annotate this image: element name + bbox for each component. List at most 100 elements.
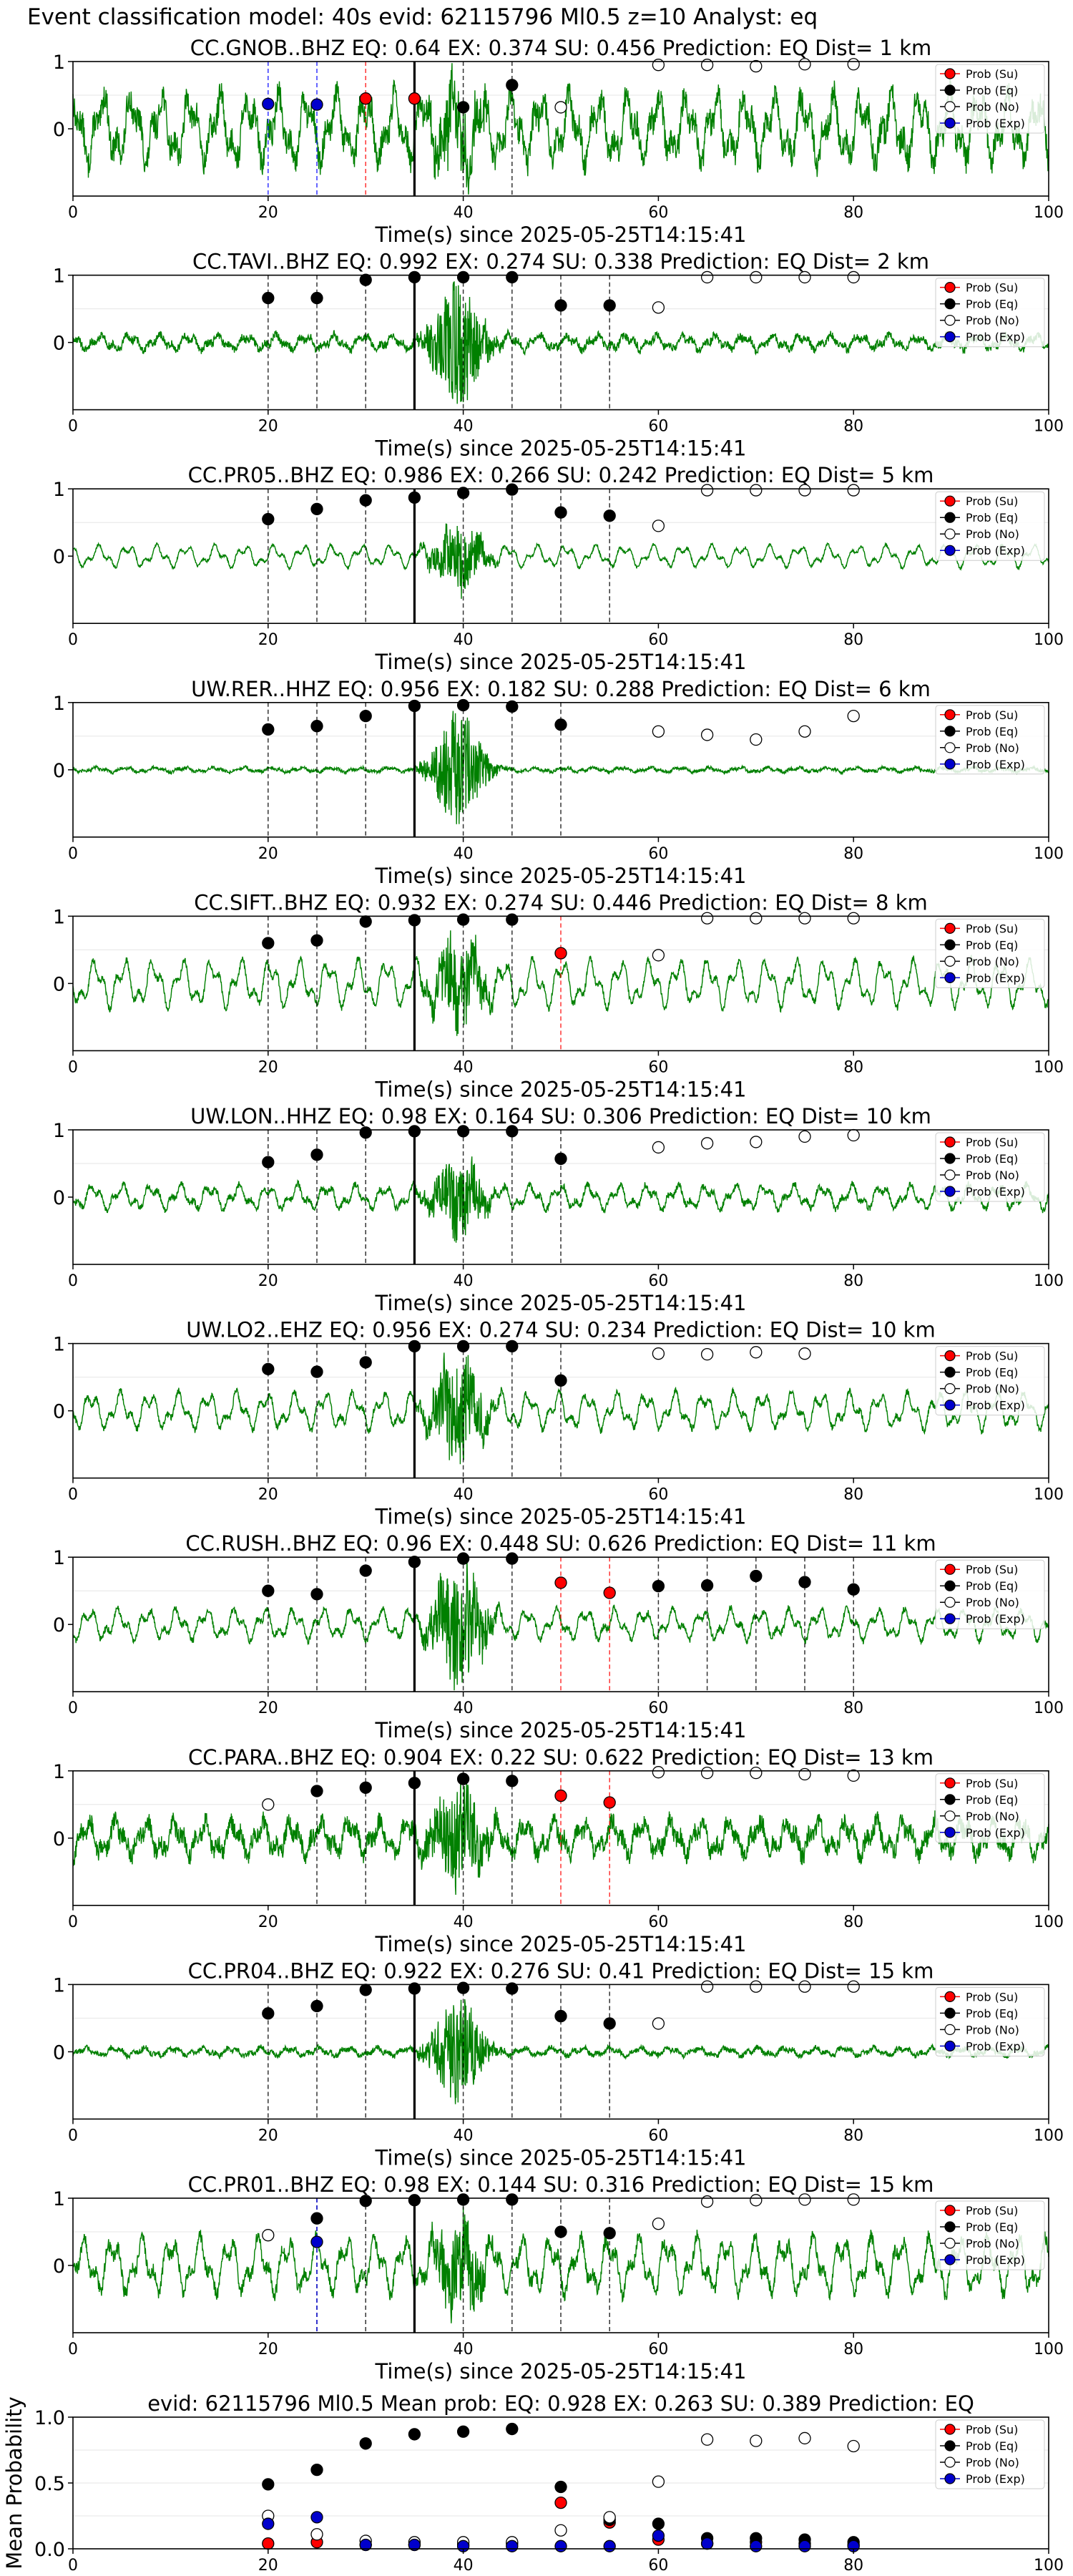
x-tick-label: 40 — [454, 418, 474, 436]
prob-point — [554, 718, 567, 731]
prob-point — [700, 728, 714, 741]
legend-marker — [944, 1153, 956, 1164]
x-tick-label: 20 — [258, 2127, 278, 2145]
x-tick-label: 40 — [454, 2557, 474, 2575]
x-tick-label: 80 — [843, 631, 863, 649]
prob-point — [847, 1769, 860, 1782]
station-panel: CC.TAVI..BHZ EQ: 0.992 EX: 0.274 SU: 0.3… — [53, 250, 1064, 461]
x-tick-label: 0 — [68, 2557, 78, 2575]
prob-point — [310, 291, 323, 305]
legend-marker — [944, 2007, 956, 2019]
prob-point — [310, 1148, 323, 1161]
prob-point — [310, 2212, 323, 2225]
y-tick-label: 0 — [53, 119, 65, 141]
legend-label: Prob (No) — [966, 741, 1019, 755]
prob-point — [798, 1767, 811, 1781]
prob-point — [408, 1982, 421, 1995]
prob-point — [262, 2537, 275, 2550]
prob-point — [456, 698, 470, 712]
prob-point — [750, 59, 763, 73]
legend-marker — [944, 117, 956, 129]
prob-point — [456, 1772, 470, 1785]
prob-point — [262, 1584, 275, 1597]
prob-point — [847, 1583, 860, 1596]
x-tick-label: 80 — [843, 1913, 863, 1931]
prob-point — [408, 2428, 421, 2441]
x-tick-label: 20 — [258, 2557, 278, 2575]
legend-marker — [944, 298, 956, 310]
x-tick-label: 80 — [843, 1699, 863, 1717]
legend-label: Prob (No) — [966, 2023, 1019, 2036]
station-panel: CC.PARA..BHZ EQ: 0.904 EX: 0.22 SU: 0.62… — [53, 1745, 1064, 1956]
prob-point — [700, 1137, 714, 1150]
x-tick-label: 60 — [648, 1699, 668, 1717]
legend-marker — [944, 545, 956, 556]
legend-marker — [944, 1596, 956, 1608]
x-tick-label: 60 — [648, 2557, 668, 2575]
x-tick-label: 80 — [843, 2341, 863, 2358]
x-tick-label: 100 — [1034, 845, 1064, 863]
legend-box — [935, 1773, 1045, 1843]
legend-marker — [944, 709, 956, 721]
legend-marker — [944, 2473, 956, 2484]
prob-point — [408, 699, 421, 713]
prob-point — [408, 1556, 421, 1568]
x-tick-label: 40 — [454, 1272, 474, 1290]
y-tick-label: 0 — [53, 1614, 65, 1636]
y-tick-label: 0 — [53, 760, 65, 782]
prob-point — [506, 700, 519, 713]
x-tick-label: 100 — [1034, 1486, 1064, 1504]
prob-point — [652, 725, 665, 738]
x-tick-label: 60 — [648, 2127, 668, 2145]
station-panel: UW.LO2..EHZ EQ: 0.956 EX: 0.274 SU: 0.23… — [53, 1318, 1064, 1529]
y-tick-label: 1 — [53, 1761, 65, 1783]
legend-label: Prob (Exp) — [966, 1185, 1025, 1199]
legend-marker — [944, 528, 956, 540]
prob-point — [847, 912, 860, 924]
prob-point — [750, 1766, 763, 1780]
prob-point — [506, 2193, 519, 2206]
prob-point — [262, 1798, 275, 1811]
x-tick-label: 40 — [454, 1058, 474, 1076]
prob-point — [847, 270, 860, 284]
prob-point — [652, 519, 665, 532]
legend-label: Prob (Eq) — [966, 938, 1018, 952]
legend-marker — [944, 1613, 956, 1624]
legend-label: Prob (Su) — [966, 1777, 1018, 1790]
x-tick-label: 20 — [258, 1272, 278, 1290]
legend-marker — [944, 1382, 956, 1395]
prob-point — [456, 1125, 470, 1138]
legend-marker — [944, 1794, 956, 1805]
prob-point — [798, 484, 811, 497]
legend-label: Prob (Su) — [966, 494, 1018, 508]
prob-point — [554, 947, 567, 960]
legend-label: Prob (Exp) — [966, 1826, 1025, 1840]
x-axis-label: Time(s) since 2025-05-25T14:15:41 — [375, 436, 747, 461]
prob-point — [359, 2538, 372, 2552]
prob-point — [456, 270, 470, 284]
prob-point — [408, 1125, 421, 1138]
prob-point — [262, 723, 275, 736]
prob-point — [700, 1347, 714, 1361]
prob-point — [700, 270, 714, 284]
prob-point — [847, 2193, 860, 2206]
prob-point — [554, 299, 567, 312]
y-tick-label: 0 — [53, 2041, 65, 2064]
prob-point — [359, 1984, 372, 1996]
prob-point — [798, 270, 811, 284]
station-panel: CC.PR01..BHZ EQ: 0.98 EX: 0.144 SU: 0.31… — [53, 2172, 1064, 2384]
legend-box — [935, 491, 1045, 561]
x-tick-label: 20 — [258, 1058, 278, 1076]
prob-point — [554, 1576, 567, 1589]
panel-title: CC.PR04..BHZ EQ: 0.922 EX: 0.276 SU: 0.4… — [188, 1958, 934, 1983]
x-tick-label: 20 — [258, 418, 278, 436]
legend-label: Prob (No) — [966, 2237, 1019, 2250]
prob-point — [798, 1347, 811, 1360]
x-tick-label: 60 — [648, 1058, 668, 1076]
legend-marker — [944, 1136, 956, 1148]
prob-point — [700, 912, 714, 924]
prob-point — [359, 1126, 372, 1139]
prob-point — [652, 1579, 665, 1593]
prob-point — [506, 2540, 519, 2552]
prob-point — [506, 1125, 519, 1138]
